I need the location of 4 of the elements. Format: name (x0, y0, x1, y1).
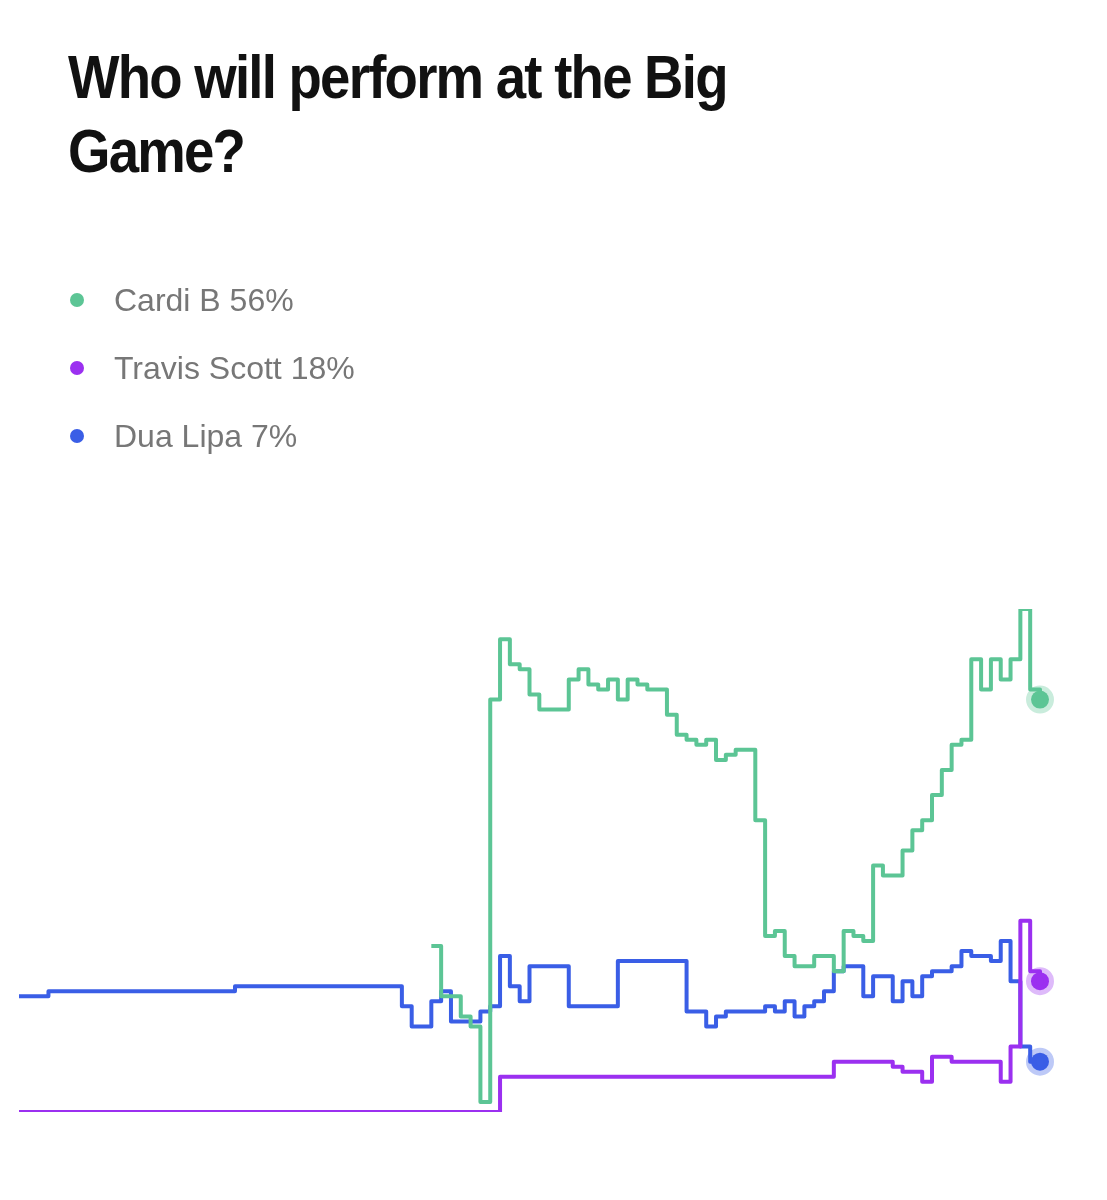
legend-label: Cardi B 56% (114, 281, 294, 319)
legend-label: Dua Lipa 7% (114, 417, 298, 455)
legend-label: Travis Scott 18% (114, 349, 355, 387)
chart-title: Who will perform at the Big Game? (68, 41, 728, 187)
